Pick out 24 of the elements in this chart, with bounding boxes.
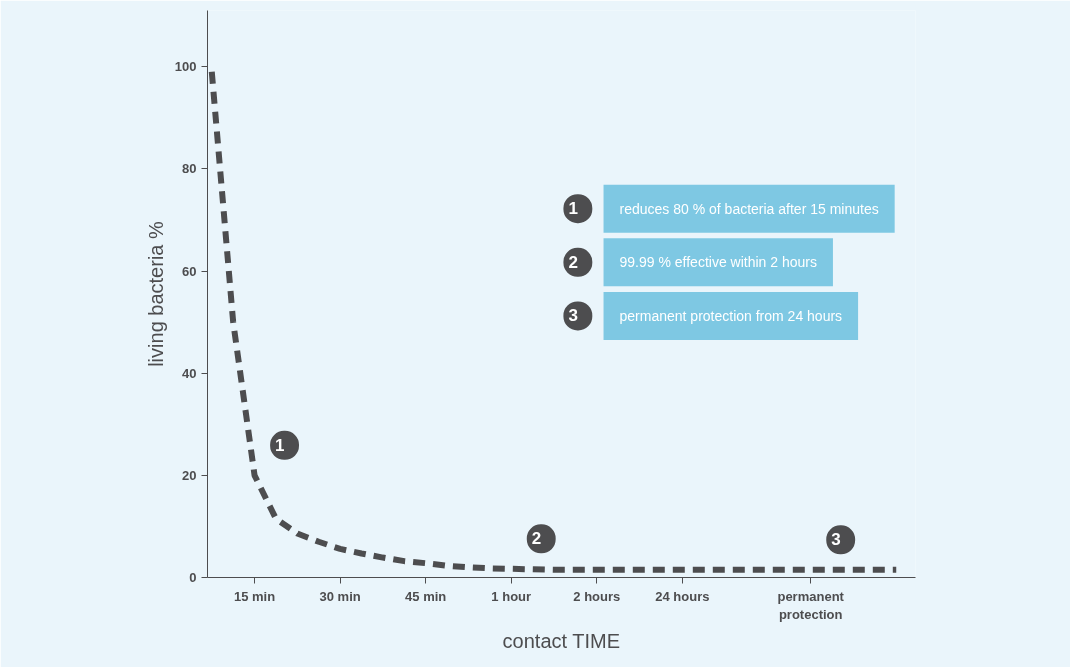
- y-axis-title: living bacteria %: [144, 220, 167, 367]
- y-tick-label: 40: [182, 365, 197, 381]
- x-tick-label: 45 min: [405, 588, 447, 604]
- y-tick-label: 20: [182, 467, 197, 483]
- y-tick-label: 80: [182, 161, 197, 177]
- text: 2: [568, 252, 578, 272]
- annotation: 1: [275, 435, 285, 455]
- annotation: 2: [531, 529, 542, 549]
- annotation: permanent protection from 24 hours: [619, 307, 843, 324]
- y-tick-label: 60: [182, 263, 197, 279]
- text: 1: [568, 199, 578, 219]
- text: 3: [568, 306, 578, 326]
- x-tick-label: 2 hours: [573, 588, 621, 604]
- x-tick-label: 24 hours: [655, 588, 710, 604]
- x-tick-label: 1 hour: [491, 588, 532, 604]
- annotation: 99.99 % effective within 2 hours: [619, 254, 817, 271]
- annotation: 3: [831, 530, 841, 550]
- y-tick-label: 100: [174, 59, 197, 75]
- x-tick-label: 30 min: [319, 588, 361, 604]
- annotation: reduces 80 % of bacteria after 15 minutes: [619, 200, 879, 217]
- y-tick-label: 0: [189, 570, 197, 585]
- x-axis-title: contact TIME: [502, 629, 621, 652]
- x-tick-label: permanent protection: [777, 588, 845, 622]
- x-tick-label: 15 min: [233, 588, 276, 604]
